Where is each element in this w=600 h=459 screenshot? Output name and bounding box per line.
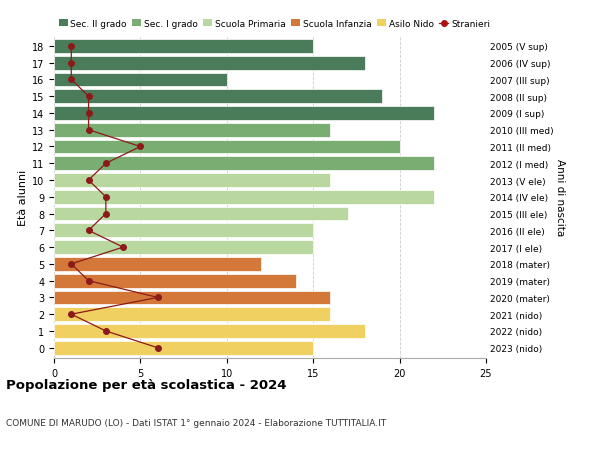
Point — [67, 60, 76, 67]
Bar — [54, 274, 296, 288]
Point — [67, 261, 76, 268]
Point — [84, 110, 94, 118]
Point — [153, 294, 163, 302]
Point — [101, 160, 110, 168]
Point — [67, 77, 76, 84]
Bar — [54, 174, 331, 187]
Bar — [54, 341, 313, 355]
Bar — [54, 325, 365, 338]
Point — [67, 43, 76, 50]
Bar — [54, 291, 331, 305]
Bar — [54, 40, 313, 54]
Point — [118, 244, 128, 251]
Point — [136, 144, 145, 151]
Bar — [54, 123, 331, 137]
Bar — [54, 308, 331, 321]
Bar — [54, 190, 434, 204]
Point — [153, 344, 163, 352]
Text: Popolazione per età scolastica - 2024: Popolazione per età scolastica - 2024 — [6, 379, 287, 392]
Bar — [54, 90, 382, 104]
Y-axis label: Anni di nascita: Anni di nascita — [555, 159, 565, 236]
Bar — [54, 73, 227, 87]
Point — [101, 210, 110, 218]
Point — [84, 277, 94, 285]
Point — [101, 328, 110, 335]
Bar — [54, 224, 313, 238]
Bar — [54, 207, 348, 221]
Point — [84, 227, 94, 235]
Bar — [54, 157, 434, 171]
Bar — [54, 241, 313, 254]
Point — [67, 311, 76, 318]
Point — [84, 177, 94, 185]
Point — [101, 194, 110, 201]
Y-axis label: Età alunni: Età alunni — [18, 169, 28, 225]
Point — [84, 127, 94, 134]
Bar — [54, 56, 365, 70]
Text: COMUNE DI MARUDO (LO) - Dati ISTAT 1° gennaio 2024 - Elaborazione TUTTITALIA.IT: COMUNE DI MARUDO (LO) - Dati ISTAT 1° ge… — [6, 418, 386, 427]
Bar — [54, 140, 400, 154]
Bar — [54, 107, 434, 121]
Bar — [54, 257, 262, 271]
Point — [84, 93, 94, 101]
Legend: Sec. II grado, Sec. I grado, Scuola Primaria, Scuola Infanzia, Asilo Nido, Stran: Sec. II grado, Sec. I grado, Scuola Prim… — [59, 20, 490, 29]
